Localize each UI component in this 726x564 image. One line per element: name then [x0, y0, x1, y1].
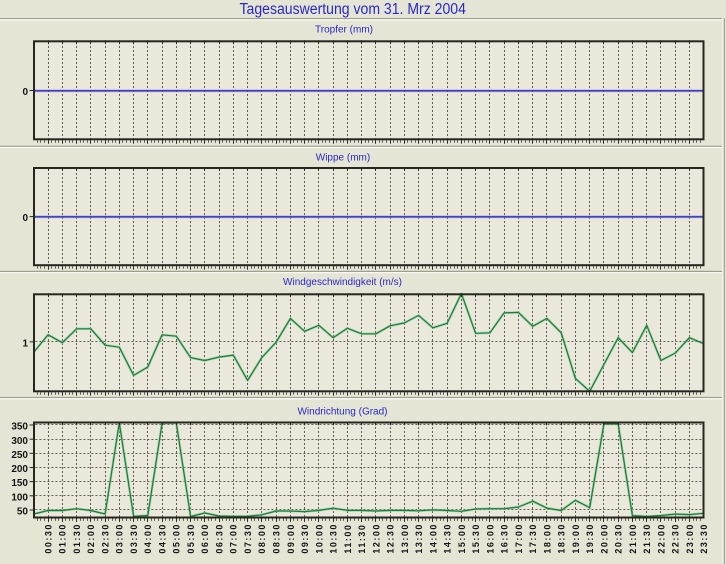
svg-text:15:30: 15:30 [471, 523, 481, 554]
svg-text:15:00: 15:00 [457, 523, 467, 554]
svg-text:14:00: 14:00 [428, 523, 438, 554]
svg-text:0: 0 [22, 87, 28, 98]
svg-text:03:30: 03:30 [129, 523, 139, 554]
svg-text:200: 200 [11, 464, 28, 475]
svg-text:22:00: 22:00 [656, 523, 666, 554]
svg-text:02:30: 02:30 [101, 523, 111, 554]
svg-text:05:00: 05:00 [172, 523, 182, 554]
svg-text:350: 350 [11, 422, 28, 433]
svg-text:Windrichtung (Grad): Windrichtung (Grad) [297, 407, 387, 418]
svg-text:13:00: 13:00 [400, 523, 410, 554]
svg-text:22:30: 22:30 [671, 523, 681, 554]
svg-text:21:30: 21:30 [642, 523, 652, 554]
svg-text:12:30: 12:30 [386, 523, 396, 554]
svg-text:07:00: 07:00 [229, 523, 239, 554]
svg-text:01:30: 01:30 [72, 523, 82, 554]
svg-text:100: 100 [11, 492, 28, 503]
svg-text:13:30: 13:30 [414, 523, 424, 554]
svg-text:150: 150 [11, 478, 28, 489]
svg-text:0: 0 [22, 213, 28, 224]
svg-text:11:00: 11:00 [343, 524, 353, 554]
svg-text:21:00: 21:00 [628, 523, 638, 554]
svg-text:17:30: 17:30 [528, 523, 538, 554]
svg-text:10:30: 10:30 [329, 523, 339, 554]
svg-text:1: 1 [22, 338, 28, 349]
svg-text:18:30: 18:30 [557, 523, 567, 554]
svg-text:Windgeschwindigkeit (m/s): Windgeschwindigkeit (m/s) [283, 277, 402, 288]
svg-text:08:00: 08:00 [257, 523, 267, 554]
svg-text:01:00: 01:00 [58, 523, 68, 554]
svg-text:20:30: 20:30 [614, 523, 624, 554]
svg-text:04:30: 04:30 [158, 523, 168, 554]
svg-text:00:30: 00:30 [44, 523, 54, 554]
svg-text:250: 250 [11, 450, 28, 461]
svg-text:23:00: 23:00 [685, 523, 695, 554]
svg-text:19:30: 19:30 [585, 523, 595, 554]
svg-text:18:00: 18:00 [542, 523, 552, 554]
svg-text:05:30: 05:30 [186, 523, 196, 554]
svg-text:07:30: 07:30 [243, 523, 253, 554]
svg-text:12:00: 12:00 [371, 523, 381, 554]
svg-text:08:30: 08:30 [272, 523, 282, 554]
svg-text:Tagesauswertung vom 31. Mrz 20: Tagesauswertung vom 31. Mrz 2004 [240, 1, 467, 18]
svg-text:03:00: 03:00 [115, 523, 125, 554]
svg-text:09:00: 09:00 [286, 523, 296, 554]
svg-text:11:30: 11:30 [357, 524, 367, 554]
svg-text:02:00: 02:00 [86, 523, 96, 554]
svg-text:Wippe (mm): Wippe (mm) [316, 153, 370, 164]
svg-text:06:30: 06:30 [215, 523, 225, 554]
svg-text:14:30: 14:30 [443, 523, 453, 554]
svg-text:16:30: 16:30 [500, 523, 510, 554]
svg-text:300: 300 [11, 436, 28, 447]
svg-text:06:00: 06:00 [200, 523, 210, 554]
svg-text:04:00: 04:00 [143, 523, 153, 554]
svg-text:19:00: 19:00 [571, 523, 581, 554]
svg-text:Tropfer (mm): Tropfer (mm) [315, 25, 373, 36]
svg-text:50: 50 [17, 507, 29, 518]
svg-text:09:30: 09:30 [300, 523, 310, 554]
svg-text:23:30: 23:30 [699, 523, 709, 554]
svg-text:17:00: 17:00 [514, 523, 524, 554]
svg-text:16:00: 16:00 [485, 523, 495, 554]
svg-text:10:00: 10:00 [314, 523, 324, 554]
svg-text:20:00: 20:00 [599, 523, 609, 554]
